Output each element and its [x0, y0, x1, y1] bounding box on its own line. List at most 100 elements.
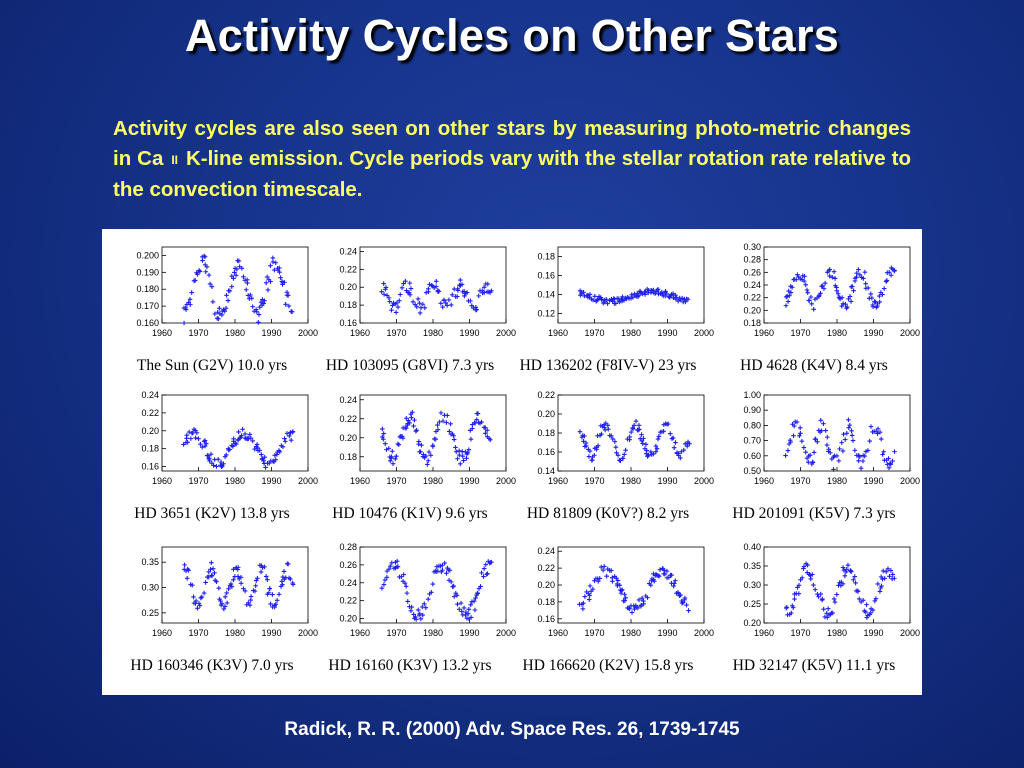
plot-area: 1960 1970 1980 1990 2000 0.16 0.18 0.20 0.22 0.24: [537, 546, 714, 638]
data-point: [610, 436, 616, 442]
y-tick-label: 0.22: [743, 293, 761, 303]
axis-frame: [763, 246, 911, 324]
data-point: [413, 614, 418, 620]
y-tick-label: 1.00: [743, 390, 761, 400]
data-point: [380, 426, 385, 432]
x-tick-label: 2000: [496, 628, 516, 638]
data-point: [865, 448, 871, 453]
data-point: [806, 298, 812, 303]
data-point: [210, 299, 216, 305]
data-point: [595, 578, 601, 584]
data-point: [670, 291, 676, 297]
data-point: [379, 585, 385, 591]
data-point: [188, 436, 194, 441]
data-point: [458, 461, 463, 467]
y-tick-label: 0.90: [743, 405, 761, 415]
data-point: [233, 272, 239, 278]
data-point: [242, 431, 248, 437]
data-point: [653, 443, 659, 449]
data-point: [623, 447, 628, 453]
data-point: [877, 429, 883, 435]
data-point: [215, 456, 221, 462]
data-point: [410, 299, 416, 305]
data-point: [422, 305, 428, 311]
data-point: [681, 447, 687, 453]
data-point: [831, 467, 836, 472]
y-tick-label: 0.20: [537, 580, 555, 590]
star-plot: 1960 1970 1980 1990 2000 0.20 0.22 0.24 0.26 0.28…: [310, 537, 516, 693]
axis-frame: [161, 546, 309, 624]
data-point: [880, 292, 885, 297]
x-tick-label: 2000: [298, 328, 318, 338]
data-point: [783, 453, 788, 458]
data-point: [610, 578, 615, 584]
data-point: [447, 567, 453, 573]
data-point: [892, 576, 897, 581]
data-point: [860, 598, 866, 603]
data-point: [860, 458, 866, 464]
data-point: [787, 293, 792, 298]
plot-area: 1960 1970 1980 1990 2000 0.18 0.20 0.22 0.24: [339, 394, 516, 486]
data-point: [847, 294, 853, 299]
data-point: [843, 569, 849, 575]
data-point: [801, 278, 807, 284]
x-tick-label: 1990: [261, 628, 281, 638]
y-tick-label: 0.16: [141, 462, 159, 472]
data-point: [581, 600, 586, 606]
data-point: [212, 311, 218, 317]
data-points: [181, 560, 296, 612]
data-point: [203, 580, 208, 585]
data-point: [862, 269, 868, 275]
data-point: [868, 424, 874, 429]
data-point: [397, 292, 403, 297]
data-points: [181, 253, 295, 326]
data-point: [274, 597, 280, 603]
star-plot: 1960 1970 1980 1990 2000 0.25 0.30 0.35 HD 16034…: [112, 537, 318, 693]
data-point: [199, 444, 205, 450]
data-point: [806, 459, 811, 465]
axis-frame: [161, 246, 309, 324]
y-tick-label: 0.18: [743, 318, 761, 328]
data-point: [272, 604, 278, 610]
data-point: [236, 429, 241, 435]
data-point: [849, 433, 855, 438]
data-point: [468, 436, 474, 442]
y-tick-label: 0.20: [339, 614, 357, 624]
data-point: [245, 280, 250, 286]
data-point: [832, 599, 838, 605]
data-point: [202, 443, 208, 449]
data-point: [390, 461, 396, 467]
data-point: [586, 597, 592, 602]
axis-frame: [557, 546, 705, 624]
data-point: [687, 441, 692, 447]
data-point: [226, 586, 231, 592]
data-point: [281, 569, 287, 574]
data-points: [577, 564, 691, 615]
data-point: [839, 295, 845, 301]
data-point: [672, 578, 678, 583]
data-point: [433, 279, 439, 284]
data-point: [831, 269, 837, 274]
data-point: [185, 440, 190, 445]
data-point: [257, 304, 263, 310]
data-point: [198, 595, 204, 601]
data-point: [186, 568, 191, 573]
data-point: [812, 587, 818, 592]
plot-caption: HD 3651 (K2V) 13.8 yrs: [134, 505, 290, 522]
data-point: [613, 444, 619, 450]
plot-area: 1960 1970 1980 1990 2000 0.16 0.18 0.20 0.22 0.24: [141, 390, 318, 486]
data-point: [197, 269, 203, 274]
data-point: [273, 260, 279, 266]
data-point: [199, 594, 205, 600]
x-tick-label: 1960: [548, 476, 568, 486]
data-point: [258, 299, 264, 305]
data-point: [844, 567, 849, 572]
data-point: [419, 442, 424, 448]
x-tick-label: 2000: [900, 476, 920, 486]
data-point: [252, 446, 257, 452]
data-point: [621, 298, 627, 303]
y-tick-label: 0.28: [339, 542, 357, 552]
data-point: [193, 435, 198, 441]
data-point: [597, 576, 603, 581]
data-point: [444, 303, 450, 308]
